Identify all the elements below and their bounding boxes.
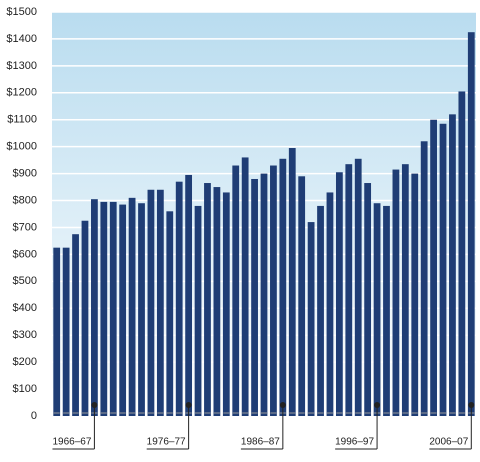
bar <box>100 201 108 416</box>
bar <box>383 205 390 416</box>
bar <box>439 123 447 417</box>
y-tick-label: $1400 <box>6 33 37 45</box>
bar <box>392 169 400 416</box>
bar <box>260 173 268 416</box>
y-tick-label: $1500 <box>6 6 37 18</box>
bar <box>345 164 353 416</box>
bar <box>317 205 324 416</box>
bar <box>194 205 202 416</box>
bar <box>91 199 98 416</box>
bar <box>364 183 372 416</box>
y-tick-label: $900 <box>13 168 37 180</box>
y-tick-label: $100 <box>13 383 37 395</box>
y-tick-label: $200 <box>13 356 37 368</box>
y-tick-label: $1300 <box>6 60 37 72</box>
y-tick-label: $1200 <box>6 87 37 99</box>
bar <box>138 203 145 416</box>
bar <box>411 173 419 416</box>
bar <box>354 158 362 416</box>
x-tick-label: 1996–97 <box>335 437 374 448</box>
bar <box>270 165 277 416</box>
bar <box>241 157 249 416</box>
x-tick-label: 1966–67 <box>52 437 91 448</box>
bar <box>81 220 89 416</box>
bar <box>53 247 61 416</box>
x-tick-label: 2006–07 <box>429 437 468 448</box>
bar <box>307 222 315 416</box>
bar <box>72 234 79 416</box>
bar <box>156 189 164 416</box>
bar <box>279 158 287 416</box>
bar <box>147 189 155 416</box>
y-tick-label: $300 <box>13 329 37 341</box>
bar <box>298 176 306 416</box>
y-tick-label: 0 <box>31 410 37 422</box>
bar <box>335 172 343 416</box>
y-tick-label: $1000 <box>6 141 37 153</box>
bar <box>401 164 409 416</box>
bar <box>222 192 230 416</box>
y-tick-label: $700 <box>13 221 37 233</box>
y-tick-label: $1100 <box>7 114 37 126</box>
bar <box>232 165 240 416</box>
bar <box>449 114 456 416</box>
bar <box>458 91 466 416</box>
bar <box>288 148 296 416</box>
bar <box>128 197 136 416</box>
bar <box>166 211 174 416</box>
bar <box>251 178 258 416</box>
bar <box>204 183 211 416</box>
bar <box>467 32 475 416</box>
bar <box>109 201 117 416</box>
y-tick-label: $500 <box>13 275 37 287</box>
x-tick-label: 1976–77 <box>147 437 186 448</box>
bar <box>185 174 193 416</box>
bar <box>175 181 183 416</box>
x-tick-label: 1986–87 <box>241 437 280 448</box>
bar <box>430 119 437 416</box>
y-tick-label: $800 <box>13 194 37 206</box>
bar <box>213 187 221 416</box>
bar <box>373 203 381 416</box>
bar <box>420 141 428 416</box>
y-tick-label: $400 <box>13 302 37 314</box>
bar <box>119 204 127 416</box>
bar <box>62 247 70 416</box>
y-tick-label: $600 <box>13 248 37 260</box>
bar <box>326 192 334 416</box>
